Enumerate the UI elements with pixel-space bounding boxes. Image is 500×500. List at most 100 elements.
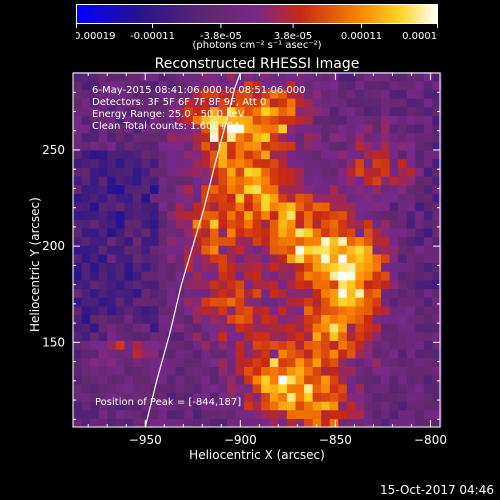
heatmap-cell [115,262,125,272]
heatmap-cell [141,392,151,402]
heatmap-cell [150,297,160,307]
heatmap-cell [304,340,314,350]
heatmap-cell [132,236,143,246]
heatmap-cell [141,227,151,238]
heatmap-cell [372,253,382,264]
heatmap-cell [329,175,339,186]
heatmap-cell [432,297,442,307]
heatmap-cell [261,210,271,220]
heatmap-cell [346,331,356,342]
heatmap-cell [244,314,254,324]
heatmap-cell [150,219,160,229]
heatmap-cell [192,262,202,272]
heatmap-cell [381,288,391,298]
heatmap-cell [415,123,425,134]
heatmap-cell [227,201,237,212]
heatmap-cell [415,175,425,186]
heatmap-cell [355,271,365,281]
heatmap-cell [261,89,271,99]
heatmap-cell [192,89,202,99]
heatmap-cell [261,132,271,142]
heatmap-cell [329,80,339,90]
heatmap-cell [363,375,374,385]
heatmap-cell [184,132,194,142]
heatmap-cell [107,227,117,238]
heatmap-cell [278,288,288,298]
heatmap-cell [372,245,382,255]
heatmap-cell [312,219,322,229]
heatmap-cell [363,271,374,281]
heatmap-cell [372,418,382,428]
heatmap-cell [278,366,288,376]
heatmap-cell [381,106,391,116]
heatmap-cell [115,175,125,186]
heatmap-cell [167,340,177,350]
heatmap-cell [150,392,160,402]
heatmap-cell [90,167,100,177]
heatmap-cell [269,227,279,238]
heatmap-cell [346,253,356,264]
heatmap-cell [346,201,356,212]
heatmap-cell [141,132,151,142]
heatmap-cell [132,366,143,376]
heatmap-cell [423,279,433,290]
heatmap-cell [329,253,339,264]
heatmap-cell [192,158,202,168]
heatmap-cell [115,201,125,212]
heatmap-cell [235,271,245,281]
heatmap-cell [363,288,374,298]
heatmap-cell [261,409,271,419]
heatmap-cell [107,314,117,324]
heatmap-cell [192,375,202,385]
heatmap-cell [372,175,382,186]
heatmap-cell [235,141,245,151]
heatmap-cell [235,357,245,367]
heatmap-cell [141,349,151,359]
heatmap-cell [363,314,374,324]
heatmap-cell [235,245,245,255]
heatmap-cell [115,115,125,125]
heatmap-cell [304,331,314,342]
heatmap-cell [363,132,374,142]
heatmap-cell [286,149,297,160]
heatmap-cell [235,409,245,419]
heatmap-cell [209,106,220,116]
heatmap-cell [252,132,262,142]
heatmap-cell [132,80,143,90]
heatmap-cell [141,80,151,90]
heatmap-cell [73,314,83,324]
heatmap-cell [415,383,425,393]
heatmap-cell [158,184,168,194]
heatmap-cell [227,175,237,186]
heatmap-cell [98,80,108,90]
annotation-detectors: Detectors: 3F 5F 6F 7F 8F 9F, Att 0 [92,97,267,108]
heatmap-cell [381,392,391,402]
heatmap-cell [423,132,433,142]
heatmap-cell [372,210,382,220]
heatmap-cell [321,383,331,393]
heatmap-cell [124,175,134,186]
heatmap-cell [115,418,125,428]
heatmap-cell [244,383,254,393]
heatmap-cell [201,331,211,342]
heatmap-cell [81,297,91,307]
heatmap-cell [209,340,220,350]
heatmap-cell [150,253,160,264]
heatmap-cell [158,201,168,212]
heatmap-cell [124,115,134,125]
heatmap-cell [175,392,185,402]
heatmap-cell [218,245,228,255]
heatmap-cell [338,167,348,177]
heatmap-cell [321,141,331,151]
heatmap-cell [423,227,433,238]
heatmap-cell [252,262,262,272]
heatmap-cell [304,106,314,116]
heatmap-cell [98,98,108,108]
heatmap-cell [132,132,143,142]
heatmap-cell [338,323,348,333]
heatmap-cell [261,201,271,212]
heatmap-cell [295,193,305,203]
heatmap-cell [98,297,108,307]
heatmap-cell [227,383,237,393]
heatmap-cell [304,123,314,134]
